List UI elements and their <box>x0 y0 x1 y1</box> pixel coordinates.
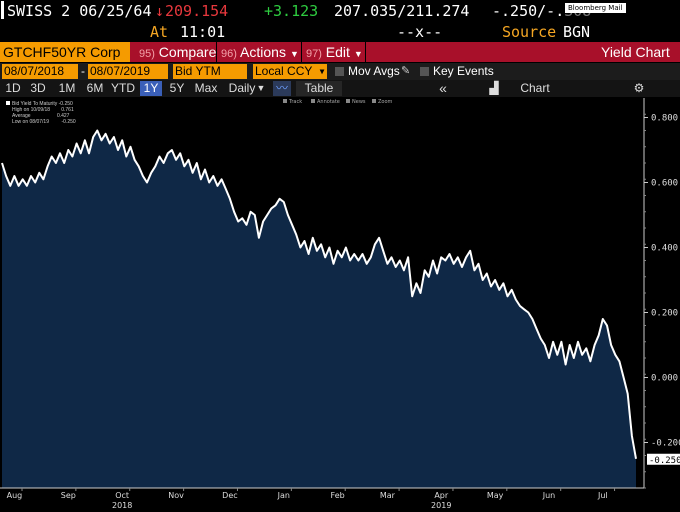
key-events-checkbox[interactable] <box>420 67 429 76</box>
quote-line-2: At 11:01 --x-- Source BGN <box>0 22 680 41</box>
dropdown-arrow-icon: ▼ <box>289 49 299 59</box>
legend-series: Bid Yield To Maturity -0.250 <box>6 101 76 107</box>
x-tick-label: Sep <box>61 491 76 500</box>
frequency-selector[interactable]: Daily <box>228 81 256 95</box>
bid-ask-price: 207.035/211.274 <box>334 2 470 20</box>
compare-button[interactable]: 95) Compare <box>139 44 217 60</box>
legend-high: High on 10/09/18 0.761 <box>12 107 74 113</box>
quote-line-1: SWISS 2 06/25/64 ↓ 209.154 +3.123 207.03… <box>0 0 680 22</box>
legend-low: Low on 08/07/19 -0.250 <box>12 119 76 125</box>
ticker-field[interactable]: GTCHF50YR Corp <box>0 42 130 62</box>
pencil-icon[interactable]: ✎ <box>401 65 411 77</box>
zoom-icon[interactable] <box>372 99 376 103</box>
news-icon[interactable] <box>346 99 350 103</box>
year-label: 2019 <box>431 501 451 510</box>
collapse-left-icon[interactable]: « <box>439 80 447 96</box>
last-value-label: -0.250 <box>649 456 680 466</box>
gear-icon[interactable]: ⚙ <box>633 81 645 95</box>
chart-legend: Bid Yield To Maturity -0.250 High on 10/… <box>6 101 76 125</box>
chart-content-icon: ▟ <box>489 81 499 95</box>
x-tick-label: Nov <box>168 491 184 500</box>
year-label: 2018 <box>112 501 132 510</box>
source-value: BGN <box>563 23 591 41</box>
x-tick-label: May <box>487 491 504 500</box>
zoom-button[interactable]: Zoom <box>378 99 393 105</box>
annotate-button[interactable]: Annotate <box>317 99 340 105</box>
down-arrow-icon: ↓ <box>155 2 165 20</box>
x-tick-label: Jan <box>277 491 290 500</box>
yield-chart[interactable]: 0.800 0.600 0.400 0.200 0.000 -0.200 -0.250 Aug… <box>0 97 680 512</box>
end-date-input[interactable]: 08/07/2019 <box>88 64 168 79</box>
y-tick-label: 0.000 <box>651 374 678 384</box>
x-tick-label: Oct <box>115 491 129 500</box>
series-swatch-icon <box>6 101 10 105</box>
key-events-label[interactable]: Key Events <box>433 64 494 78</box>
last-value-badge <box>647 453 680 465</box>
range-3d-button[interactable]: 3D <box>30 81 46 95</box>
chevron-down-icon[interactable]: ▼ <box>256 83 266 93</box>
quote-size: --x-- <box>397 23 443 41</box>
parameters-bar: 08/07/2018 - 08/07/2019 Bid YTM Local CC… <box>0 63 680 80</box>
last-price: 209.154 <box>165 2 229 20</box>
annotate-icon[interactable] <box>311 99 315 103</box>
track-icon[interactable] <box>283 99 287 103</box>
x-tick-label: Aug <box>7 491 23 500</box>
security-marker <box>1 1 4 19</box>
x-tick-label: Jun <box>542 491 556 500</box>
series-area <box>2 130 636 488</box>
news-button[interactable]: News <box>352 99 366 105</box>
mov-avgs-checkbox[interactable] <box>335 67 344 76</box>
command-bar: GTCHF50YR Corp 95) Compare 96) Actions ▼ … <box>0 42 680 62</box>
range-max-button[interactable]: Max <box>194 81 218 95</box>
x-tick-label: Feb <box>331 491 345 500</box>
security-name[interactable]: SWISS 2 06/25/64 <box>7 2 152 20</box>
range-1d-button[interactable]: 1D <box>5 81 21 95</box>
range-bar: 1D 3D 1M 6M YTD 1Y 5Y Max Daily ▼ 〰 Tabl… <box>0 80 680 110</box>
chart-toolbar: Track Annotate News Zoom <box>283 99 393 105</box>
range-6m-button[interactable]: 6M <box>86 81 104 95</box>
mov-avgs-label[interactable]: Mov Avgs <box>348 64 400 78</box>
dropdown-arrow-icon: ▼ <box>353 49 363 59</box>
y-tick-label: 0.400 <box>651 244 678 254</box>
time-label: At <box>150 23 169 41</box>
actions-button[interactable]: 96) Actions ▼ <box>221 44 299 60</box>
start-date-input[interactable]: 08/07/2018 <box>2 64 78 79</box>
x-tick-label: Apr <box>434 491 449 500</box>
range-5y-button[interactable]: 5Y <box>169 81 185 95</box>
legend-average: Average 0.427 <box>12 113 70 119</box>
x-tick-label: Dec <box>222 491 237 500</box>
quote-time: 11:01 <box>180 23 226 41</box>
chevron-down-icon[interactable]: ▼ <box>317 64 327 79</box>
bloomberg-mail-badge[interactable]: Bloomberg Mail <box>565 3 626 13</box>
price-change: +3.123 <box>264 2 319 20</box>
series-line <box>1 129 637 459</box>
y-tick-label: 0.200 <box>651 309 678 319</box>
y-tick-label: -0.200 <box>651 439 680 449</box>
y-tick-label: 0.600 <box>651 179 678 189</box>
screen-title: Yield Chart <box>601 44 670 60</box>
date-separator: - <box>81 64 85 78</box>
range-ytd-button[interactable]: YTD <box>111 81 135 95</box>
edit-button[interactable]: 97) Edit ▼ <box>306 44 363 60</box>
menu-divider <box>365 42 366 62</box>
menu-divider <box>301 42 302 62</box>
x-tick-label: Mar <box>380 491 396 500</box>
currency-selector[interactable]: Local CCY <box>253 64 317 79</box>
table-button[interactable]: Table <box>296 81 342 96</box>
line-chart-icon[interactable]: 〰 <box>273 81 291 96</box>
field-selector[interactable]: Bid YTM <box>173 64 247 79</box>
menu-divider <box>216 42 217 62</box>
source-label: Source <box>502 23 557 41</box>
chart-content-button[interactable]: Chart Content <box>514 81 556 110</box>
range-1y-button[interactable]: 1Y <box>140 81 162 96</box>
track-button[interactable]: Track <box>288 99 302 105</box>
y-tick-label: 0.800 <box>651 114 678 124</box>
range-1m-button[interactable]: 1M <box>58 81 76 95</box>
x-tick-label: Jul <box>597 491 608 500</box>
